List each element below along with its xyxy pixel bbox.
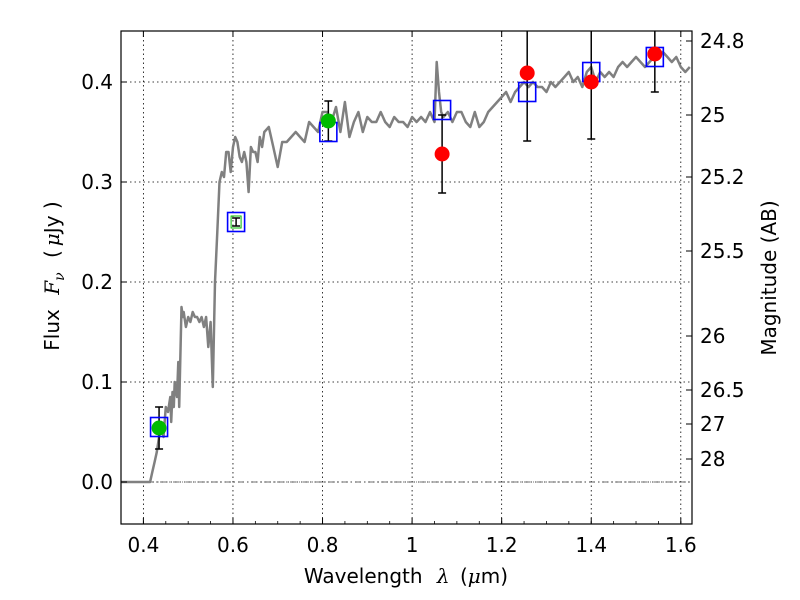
y2-axis-title: Magnitude (AB) (757, 200, 781, 355)
red-point-marker (647, 46, 663, 62)
model-box (517, 81, 537, 103)
y-axis-unit-open: ( (40, 250, 64, 258)
green-point-marker (320, 113, 336, 129)
model-box (432, 99, 452, 121)
x-axis-unit-rest: m) (481, 564, 508, 588)
x-tick-label: 0.8 (307, 533, 339, 557)
x-tick-label: 1.4 (575, 533, 607, 557)
x-tick-label: 1.6 (665, 533, 697, 557)
y-axis-symbol: F (40, 280, 64, 296)
y-tick-label: 0.0 (81, 470, 113, 494)
red-point-marker (434, 146, 450, 162)
axis-ticks: 0.4 0.6 0.8 1 1.2 1.4 1.6 0.0 0.1 0.2 0.3 0.4 24.8 25… (81, 29, 744, 557)
mag-tick-label: 25.5 (700, 239, 745, 263)
plot-frame (120, 30, 693, 525)
mag-tick-label: 24.8 (700, 29, 745, 53)
x-tick-label: 1 (406, 533, 419, 557)
x-tick-label: 0.4 (127, 533, 159, 557)
model-box (149, 416, 169, 438)
sed-model-line (121, 50, 691, 484)
y-tick-label: 0.2 (81, 270, 113, 294)
mag-tick-label: 27 (700, 412, 725, 436)
y-axis-symbol-sub: ν (52, 272, 68, 281)
mag-tick-label: 26.5 (700, 378, 745, 402)
y-axis-unit-rest: Jy ) (40, 201, 64, 235)
y-axis-title-text: Flux (40, 309, 64, 351)
y-axis-title: Flux Fν ( μJy ) (40, 201, 69, 350)
mag-tick-label: 28 (700, 447, 725, 471)
x-axis-title: Wavelength λ (μm) (304, 564, 508, 588)
x-tick-label: 0.6 (217, 533, 249, 557)
mag-tick-label: 25 (700, 103, 725, 127)
green-point-marker (151, 420, 167, 436)
mag-tick-label: 26 (700, 324, 725, 348)
y-tick-label: 0.1 (81, 370, 113, 394)
grid-lines (121, 31, 692, 524)
y-axis-unit-mu: μ (40, 233, 64, 246)
x-axis-symbol: λ (436, 564, 450, 588)
red-point-marker (519, 65, 535, 81)
x-axis-unit-open: ( (460, 564, 468, 588)
x-axis-unit-mu: μ (468, 564, 481, 588)
x-axis-title-text: Wavelength (304, 564, 423, 588)
model-box (226, 211, 246, 233)
red-point-marker (583, 74, 599, 90)
mag-tick-label: 25.2 (700, 165, 745, 189)
y-tick-label: 0.3 (81, 170, 113, 194)
y-tick-label: 0.4 (81, 70, 113, 94)
plot-area (121, 31, 692, 484)
x-tick-label: 1.2 (486, 533, 518, 557)
green-point-marker (230, 215, 242, 229)
